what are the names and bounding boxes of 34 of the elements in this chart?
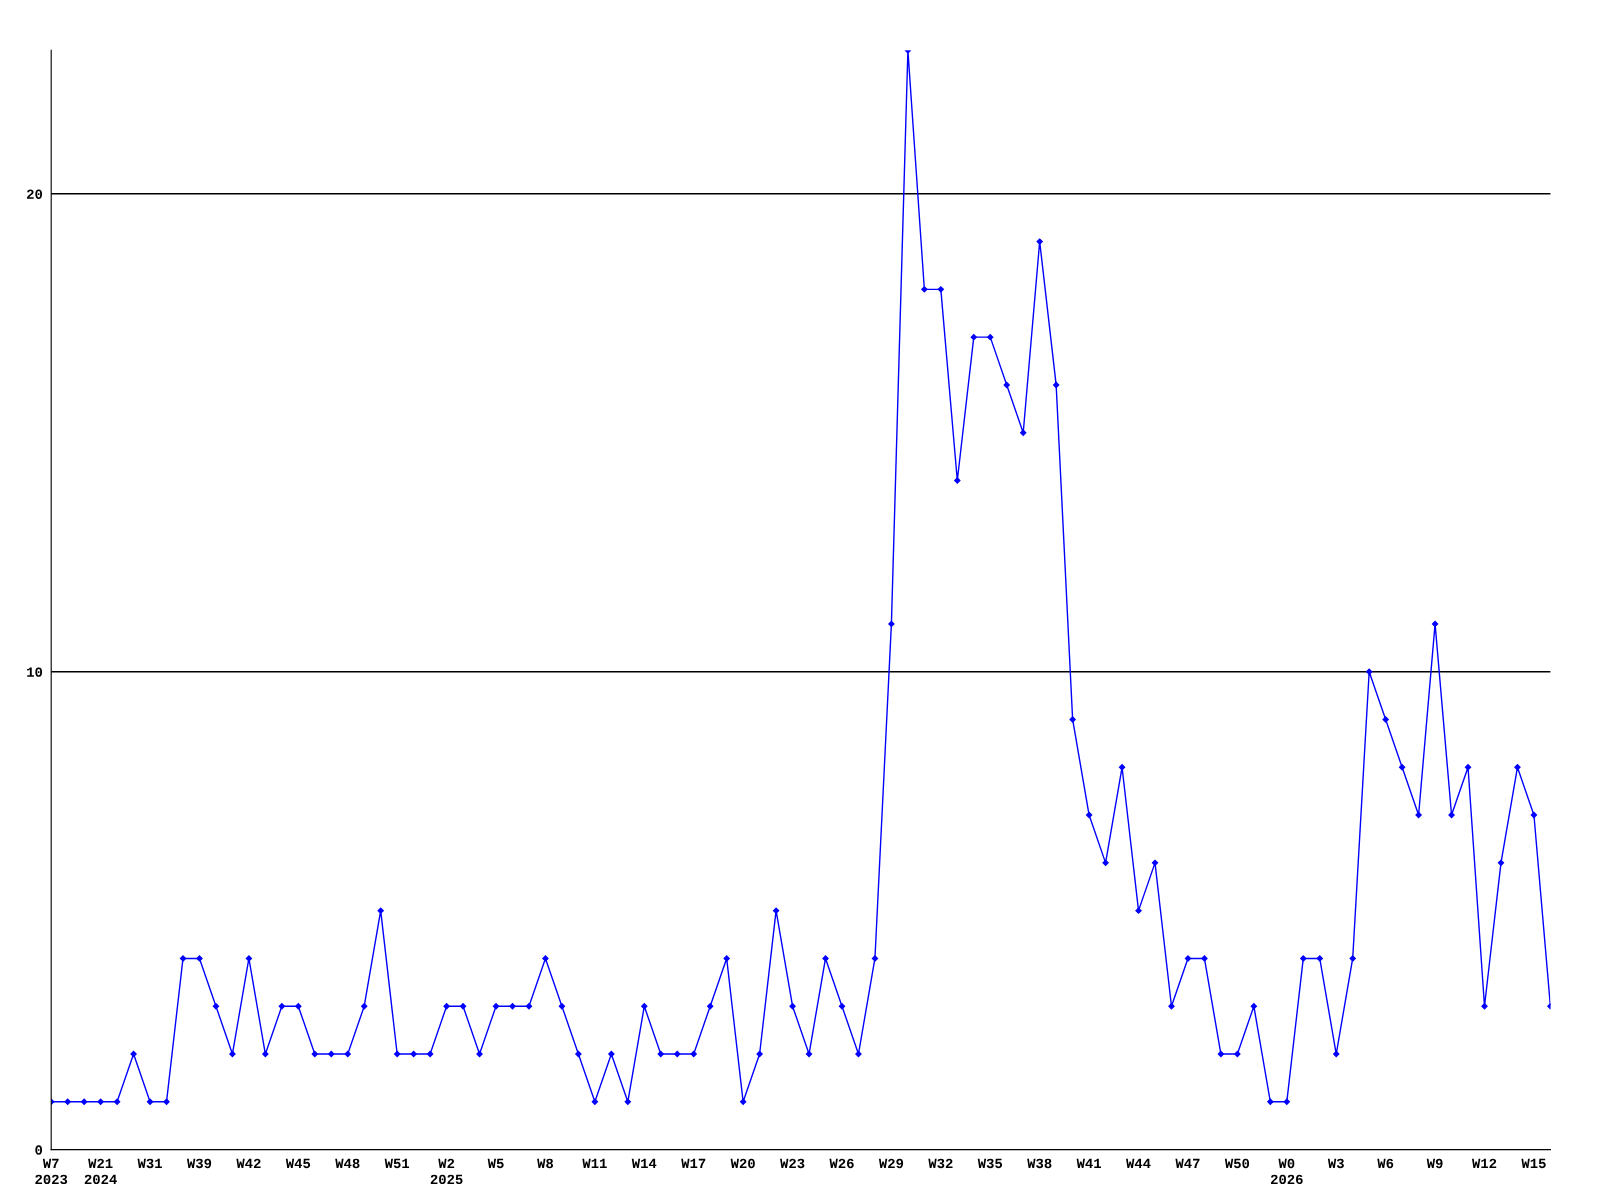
x-tick-label: W48	[335, 1158, 360, 1169]
x-tick-label: W5	[487, 1158, 504, 1169]
x-tick-label: W12	[1472, 1158, 1497, 1168]
x-tick-label: W29	[878, 1158, 904, 1169]
x-tick-label: W20	[730, 1158, 755, 1169]
x-tick-label: W21 2024	[84, 1158, 117, 1185]
y-tick-label: 20	[27, 189, 43, 199]
x-tick-label: W32	[928, 1158, 953, 1169]
x-tick-label: W39	[186, 1158, 212, 1169]
x-tick-label: W8	[537, 1158, 554, 1169]
y-tick-label: 10	[27, 667, 43, 677]
x-tick-label: W31	[137, 1158, 162, 1169]
x-tick-label: W35	[977, 1158, 1003, 1169]
x-tick-label: W41	[1076, 1158, 1102, 1168]
x-tick-label: W11	[582, 1158, 607, 1168]
x-tick-label: W44	[1126, 1158, 1151, 1168]
y-tick-label: 0	[35, 1145, 43, 1155]
x-tick-label: W42	[236, 1158, 261, 1168]
x-tick-label: W45	[285, 1158, 311, 1169]
x-tick-label: W15	[1521, 1158, 1546, 1169]
x-tick-label: W23	[780, 1158, 805, 1169]
x-tick-label: W9	[1426, 1158, 1443, 1169]
x-tick-label: W38	[1027, 1158, 1052, 1169]
x-tick-label: W17	[681, 1158, 706, 1168]
x-tick-label: W3	[1327, 1158, 1344, 1169]
x-tick-label: W51	[384, 1158, 410, 1169]
x-tick-label: W14	[631, 1158, 657, 1168]
x-tick-label: W6	[1377, 1158, 1394, 1169]
x-tick-label: W0 2026	[1270, 1158, 1303, 1185]
x-tick-label: W7 2023	[35, 1158, 68, 1185]
x-tick-label: W47	[1175, 1158, 1200, 1168]
x-tick-label: W2 2025	[430, 1158, 463, 1185]
x-tick-label: W50	[1224, 1158, 1250, 1169]
x-tick-label: W26	[829, 1158, 854, 1169]
